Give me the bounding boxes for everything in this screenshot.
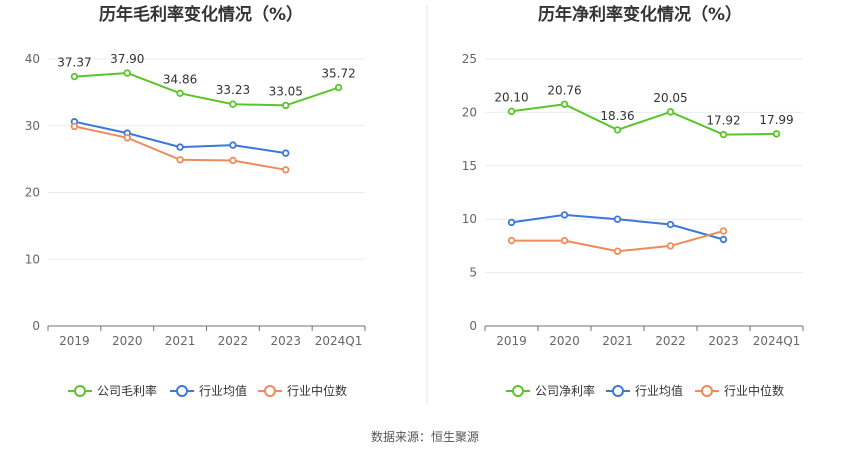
legend-marker — [264, 385, 276, 397]
y-tick-label: 20 — [462, 105, 477, 119]
data-label: 18.36 — [600, 109, 634, 123]
data-point — [334, 83, 343, 92]
net-margin-chart: 历年净利率变化情况（%） 0 5 10 15 20 25 2019 2020 2021 2022 20… — [462, 4, 804, 398]
data-point — [282, 149, 290, 157]
y-tick-label: 40 — [25, 52, 40, 66]
data-label: 33.23 — [216, 83, 250, 97]
data-point — [719, 227, 728, 235]
legend-label: 行业均值 — [199, 383, 247, 398]
data-point — [176, 89, 184, 98]
legend-label: 行业中位数 — [724, 383, 784, 398]
data-point — [282, 166, 290, 174]
y-tick-label: 5 — [469, 266, 477, 280]
x-tick-label: 2021 — [602, 334, 633, 348]
series-line — [74, 71, 339, 107]
legend-label: 公司净利率 — [535, 383, 595, 398]
data-label: 20.76 — [547, 83, 581, 97]
y-tick-label: 10 — [462, 212, 477, 226]
legend-marker — [612, 385, 624, 397]
chart-title: 历年毛利率变化情况（%） — [99, 4, 303, 25]
data-point — [176, 156, 184, 164]
data-point — [560, 211, 569, 219]
data-source-footer: 数据来源：恒生聚源 — [370, 430, 479, 444]
chart-title: 历年净利率变化情况（%） — [538, 4, 742, 25]
y-tick-label: 20 — [25, 186, 40, 200]
y-tick-label: 10 — [25, 252, 40, 266]
data-point — [70, 122, 79, 131]
legend-label: 行业中位数 — [287, 383, 347, 398]
data-point — [507, 218, 516, 227]
data-label: 20.05 — [653, 91, 687, 105]
series-line — [511, 103, 777, 136]
data-point — [229, 156, 237, 165]
y-tick-label: 0 — [32, 319, 40, 333]
data-label: 37.37 — [57, 56, 91, 70]
data-label: 17.92 — [706, 114, 740, 128]
x-tick-label: 2024Q1 — [315, 334, 363, 348]
data-point — [70, 72, 79, 81]
x-tick-label: 2022 — [655, 334, 686, 348]
data-point — [613, 247, 622, 255]
data-label: 17.99 — [759, 113, 793, 127]
data-point — [229, 141, 237, 149]
data-point — [507, 236, 516, 245]
x-tick-label: 2020 — [549, 334, 580, 348]
data-label: 34.86 — [163, 72, 197, 86]
gross-margin-chart: 历年毛利率变化情况（%） 0 10 20 30 40 2019 2020 2021 2022 202… — [25, 4, 366, 398]
legend-marker — [512, 385, 524, 397]
data-label: 35.72 — [321, 67, 355, 81]
data-point — [176, 143, 184, 151]
data-point — [282, 101, 290, 110]
legend-label: 行业均值 — [635, 383, 683, 398]
x-tick-label: 2024Q1 — [753, 334, 801, 348]
x-tick-label: 2019 — [59, 334, 90, 348]
data-label: 20.10 — [494, 90, 528, 104]
legend-marker — [74, 385, 86, 397]
legend-marker — [176, 385, 188, 397]
x-tick-label: 2021 — [165, 334, 196, 348]
x-tick-label: 2019 — [496, 334, 527, 348]
x-tick-label: 2022 — [218, 334, 249, 348]
y-tick-label: 0 — [469, 319, 477, 333]
data-point — [123, 69, 131, 77]
data-point — [666, 220, 675, 229]
data-point — [613, 215, 622, 223]
data-point — [666, 108, 675, 116]
data-label: 37.90 — [110, 52, 144, 66]
y-tick-label: 30 — [25, 119, 40, 133]
x-tick-label: 2020 — [112, 334, 143, 348]
x-tick-label: 2023 — [708, 334, 739, 348]
data-label: 33.05 — [269, 84, 303, 98]
data-point — [719, 130, 728, 139]
data-point — [666, 242, 675, 250]
y-tick-label: 15 — [462, 159, 477, 173]
data-point — [719, 235, 728, 244]
data-point — [229, 100, 237, 108]
data-point — [507, 107, 516, 116]
data-point — [123, 134, 131, 142]
data-point — [560, 100, 569, 108]
data-point — [613, 126, 622, 134]
legend-label: 公司毛利率 — [97, 383, 157, 398]
x-tick-label: 2023 — [270, 334, 301, 348]
data-point — [560, 236, 569, 245]
legend-marker — [701, 385, 713, 397]
data-point — [772, 130, 781, 138]
y-tick-label: 25 — [462, 52, 477, 66]
